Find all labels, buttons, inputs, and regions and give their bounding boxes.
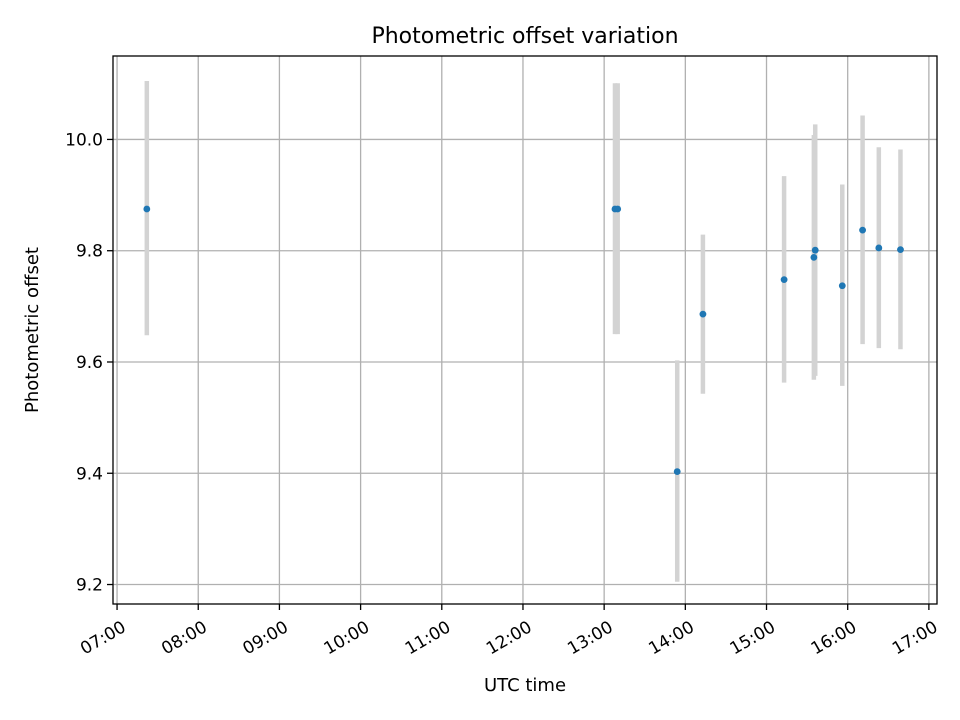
data-point <box>859 226 866 234</box>
x-tick-label: 11:00 <box>402 617 454 659</box>
data-point <box>897 246 904 254</box>
x-tick-label: 16:00 <box>808 617 860 659</box>
chart-title: Photometric offset variation <box>371 24 678 49</box>
plot-frame <box>112 55 938 605</box>
data-point <box>699 310 707 318</box>
x-tick-label: 09:00 <box>239 617 291 659</box>
x-tick-label: 17:00 <box>889 617 941 659</box>
y-tick-label: 9.8 <box>76 242 103 262</box>
x-tick-label: 12:00 <box>483 617 535 659</box>
data-point <box>811 246 819 254</box>
x-axis-label: UTC time <box>484 675 566 696</box>
x-tick-label: 08:00 <box>158 617 210 659</box>
y-ticks: 9.2 9.4 9.6 9.8 10.0 <box>65 130 113 596</box>
data-point <box>614 205 622 213</box>
y-tick-label: 9.6 <box>76 353 103 373</box>
data-points <box>143 205 904 475</box>
x-tick-label: 14:00 <box>645 617 697 659</box>
y-tick-label: 10.0 <box>65 130 103 150</box>
grid-lines <box>113 56 937 604</box>
x-tick-label: 10:00 <box>321 617 373 659</box>
data-point <box>875 244 883 252</box>
x-tick-label: 07:00 <box>77 617 129 659</box>
x-ticks: 07:00 08:00 09:00 10:00 11:00 12:00 13:00 14:00… <box>77 604 941 659</box>
x-tick-label: 15:00 <box>727 617 779 659</box>
data-point <box>810 253 818 261</box>
y-tick-label: 9.2 <box>76 576 103 596</box>
y-tick-label: 9.4 <box>76 464 103 484</box>
x-tick-label: 13:00 <box>564 617 616 659</box>
data-point <box>780 276 788 284</box>
data-point <box>838 282 846 290</box>
data-point <box>143 205 151 213</box>
data-point <box>673 468 681 475</box>
error-bars <box>144 81 903 582</box>
y-axis-label: Photometric offset <box>22 247 43 413</box>
